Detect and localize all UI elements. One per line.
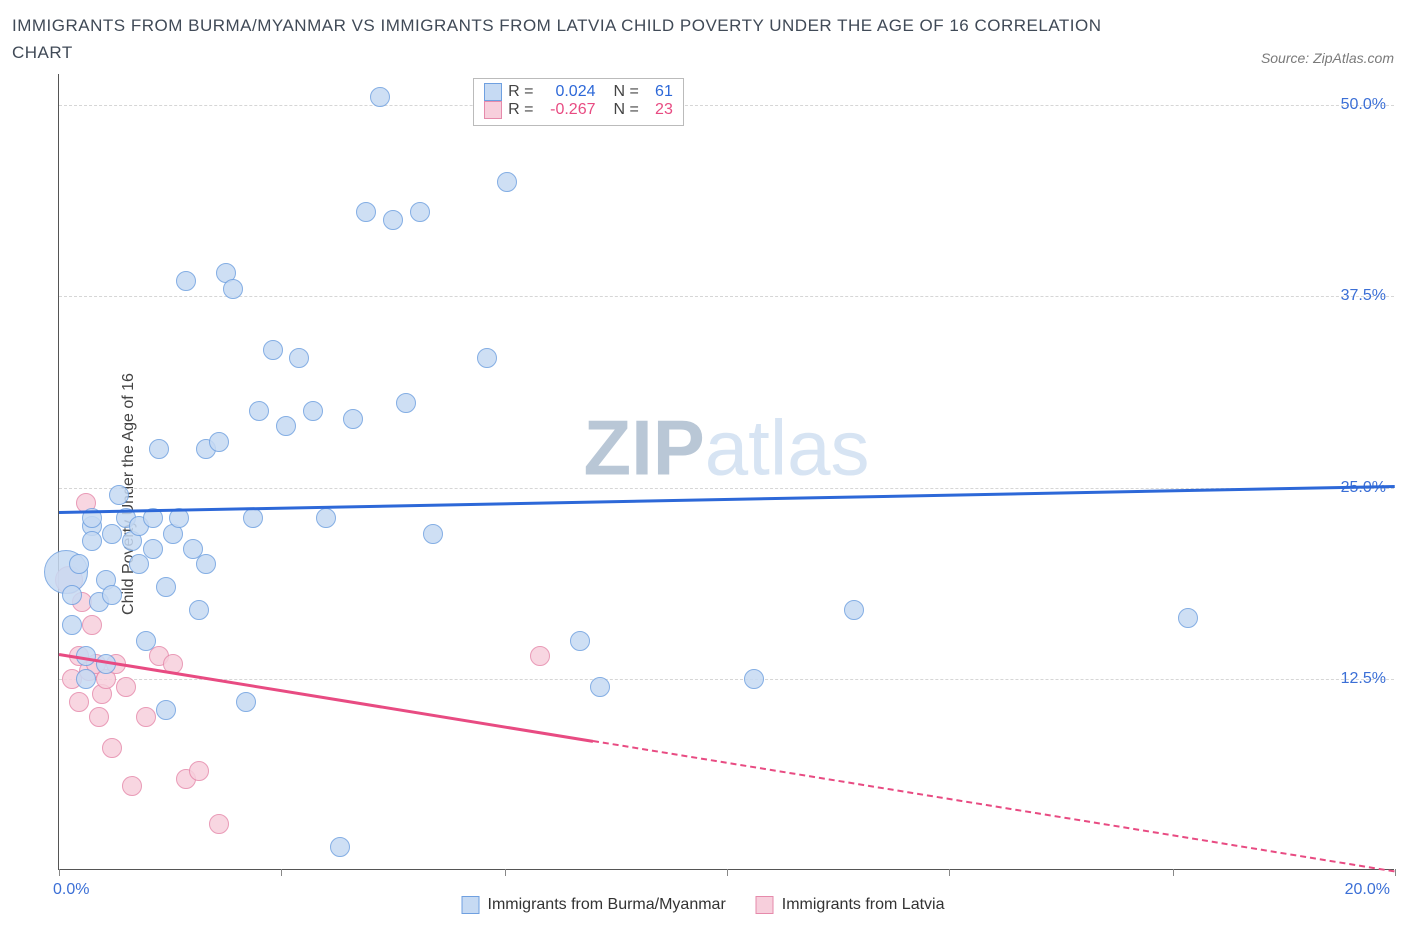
data-point-a <box>289 348 309 368</box>
x-tick <box>727 869 728 876</box>
data-point-a <box>497 172 517 192</box>
data-point-a <box>1178 608 1198 628</box>
data-point-a <box>109 485 129 505</box>
data-point-a <box>303 401 323 421</box>
legend-row: R = -0.267 N = 23 <box>484 101 673 119</box>
data-point-a <box>590 677 610 697</box>
data-point-a <box>176 271 196 291</box>
legend-item-a: Immigrants from Burma/Myanmar <box>462 896 726 914</box>
plot-area: ZIPatlas 12.5%25.0%37.5%50.0%0.0%20.0%R … <box>58 74 1394 870</box>
data-point-a <box>149 439 169 459</box>
legend-label-b: Immigrants from Latvia <box>782 896 945 914</box>
swatch-a <box>462 896 480 914</box>
x-tick-label: 0.0% <box>53 881 89 899</box>
y-tick-label: 50.0% <box>1341 96 1386 114</box>
y-tick-label: 37.5% <box>1341 287 1386 305</box>
r-label: R = <box>508 101 533 119</box>
watermark: ZIPatlas <box>583 403 869 494</box>
trend-line-b <box>593 740 1395 872</box>
data-point-a <box>263 340 283 360</box>
trend-line-b <box>59 653 594 743</box>
data-point-b <box>189 761 209 781</box>
swatch-b <box>756 896 774 914</box>
data-point-a <box>82 531 102 551</box>
data-point-a <box>249 401 269 421</box>
data-point-a <box>156 700 176 720</box>
data-point-a <box>143 539 163 559</box>
r-value: 0.024 <box>540 83 596 101</box>
data-point-b <box>69 692 89 712</box>
data-point-b <box>116 677 136 697</box>
data-point-b <box>209 814 229 834</box>
n-value: 61 <box>645 83 673 101</box>
data-point-b <box>122 776 142 796</box>
source-label: Source: ZipAtlas.com <box>1261 50 1394 66</box>
data-point-a <box>69 554 89 574</box>
data-point-a <box>76 669 96 689</box>
chart-container: Child Poverty Under the Age of 16 ZIPatl… <box>12 74 1394 914</box>
data-point-a <box>102 585 122 605</box>
data-point-a <box>343 409 363 429</box>
data-point-a <box>276 416 296 436</box>
data-point-a <box>744 669 764 689</box>
data-point-a <box>410 202 430 222</box>
n-label: N = <box>614 101 639 119</box>
data-point-a <box>330 837 350 857</box>
x-tick <box>505 869 506 876</box>
watermark-atlas: atlas <box>705 404 870 492</box>
x-tick <box>59 869 60 876</box>
data-point-a <box>370 87 390 107</box>
legend-row: R = 0.024 N = 61 <box>484 83 673 101</box>
data-point-a <box>156 577 176 597</box>
r-value: -0.267 <box>540 101 596 119</box>
data-point-a <box>570 631 590 651</box>
legend-label-a: Immigrants from Burma/Myanmar <box>488 896 726 914</box>
x-tick <box>1395 869 1396 876</box>
gridline <box>59 679 1394 680</box>
trend-line-a <box>59 485 1395 514</box>
data-point-a <box>136 631 156 651</box>
n-label: N = <box>614 83 639 101</box>
data-point-b <box>136 707 156 727</box>
data-point-a <box>62 585 82 605</box>
data-point-b <box>102 738 122 758</box>
data-point-a <box>236 692 256 712</box>
chart-title: IMMIGRANTS FROM BURMA/MYANMAR VS IMMIGRA… <box>12 12 1112 66</box>
x-tick <box>949 869 950 876</box>
data-point-a <box>383 210 403 230</box>
swatch <box>484 83 502 101</box>
bottom-legend: Immigrants from Burma/Myanmar Immigrants… <box>462 896 945 914</box>
data-point-a <box>396 393 416 413</box>
data-point-a <box>316 508 336 528</box>
data-point-a <box>844 600 864 620</box>
gridline <box>59 296 1394 297</box>
r-label: R = <box>508 83 533 101</box>
data-point-a <box>189 600 209 620</box>
stats-legend: R = 0.024 N = 61 R = -0.267 N = 23 <box>473 78 684 126</box>
y-tick-label: 12.5% <box>1341 670 1386 688</box>
gridline <box>59 105 1394 106</box>
swatch <box>484 101 502 119</box>
data-point-a <box>423 524 443 544</box>
data-point-a <box>243 508 263 528</box>
data-point-b <box>89 707 109 727</box>
data-point-a <box>196 554 216 574</box>
x-tick <box>1173 869 1174 876</box>
data-point-a <box>223 279 243 299</box>
legend-item-b: Immigrants from Latvia <box>756 896 945 914</box>
data-point-a <box>477 348 497 368</box>
x-tick <box>281 869 282 876</box>
watermark-zip: ZIP <box>583 404 704 492</box>
data-point-a <box>62 615 82 635</box>
x-tick-label: 20.0% <box>1345 881 1390 899</box>
data-point-a <box>356 202 376 222</box>
n-value: 23 <box>645 101 673 119</box>
data-point-a <box>209 432 229 452</box>
data-point-b <box>530 646 550 666</box>
data-point-b <box>82 615 102 635</box>
